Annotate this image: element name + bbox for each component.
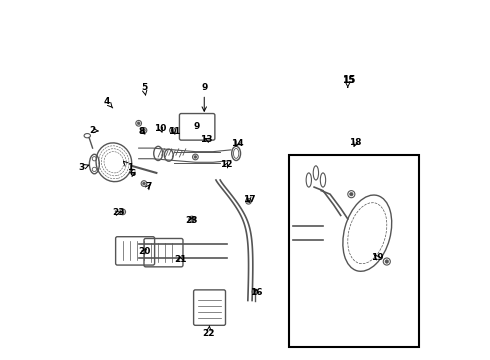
Text: 4: 4: [103, 97, 113, 108]
Text: 19: 19: [370, 253, 383, 262]
Circle shape: [247, 200, 250, 203]
Text: 2: 2: [89, 126, 98, 135]
Circle shape: [349, 192, 353, 196]
Text: 9: 9: [194, 122, 200, 131]
Text: 13: 13: [200, 135, 213, 144]
Circle shape: [191, 217, 193, 220]
Text: 23: 23: [112, 208, 124, 217]
Text: 9: 9: [201, 83, 207, 111]
Text: 15: 15: [343, 75, 356, 85]
Text: 18: 18: [349, 138, 362, 147]
Text: 14: 14: [231, 139, 244, 148]
Text: 22: 22: [202, 326, 215, 338]
Text: 11: 11: [168, 127, 180, 136]
Circle shape: [385, 260, 389, 263]
Text: 20: 20: [138, 247, 150, 256]
Circle shape: [171, 129, 174, 132]
Circle shape: [143, 129, 146, 132]
Text: 6: 6: [129, 169, 136, 178]
Circle shape: [143, 182, 146, 185]
Text: 12: 12: [220, 160, 233, 169]
Text: 7: 7: [146, 182, 152, 191]
Text: 23: 23: [185, 216, 197, 225]
Circle shape: [194, 156, 197, 158]
Text: 5: 5: [141, 83, 147, 95]
Text: 10: 10: [154, 124, 167, 133]
Circle shape: [122, 211, 124, 213]
Text: 21: 21: [174, 255, 187, 264]
Text: 3: 3: [79, 163, 89, 172]
Text: 1: 1: [123, 161, 133, 172]
Text: 17: 17: [243, 195, 256, 204]
Text: 8: 8: [138, 127, 145, 136]
Text: 16: 16: [250, 288, 263, 297]
Text: 15: 15: [342, 76, 354, 87]
Circle shape: [137, 122, 140, 125]
